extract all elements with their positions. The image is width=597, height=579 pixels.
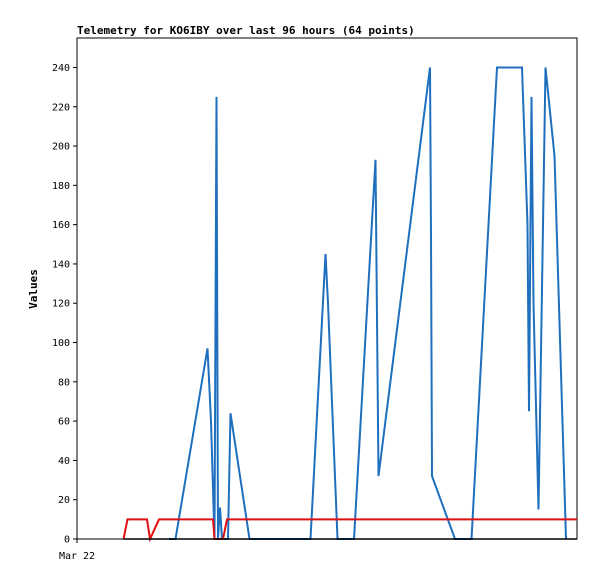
series-layer [122, 66, 577, 543]
y-tick-label: 160 [52, 220, 70, 231]
y-tick-label: 180 [52, 181, 70, 192]
y-tick-label: 20 [58, 495, 70, 506]
y-tick-label: 220 [52, 102, 70, 113]
x-axis-ticks: Mar 22 [59, 539, 95, 562]
x-tick-label: Mar 22 [59, 551, 95, 562]
y-tick-label: 140 [52, 259, 70, 270]
y-tick-label: 100 [52, 338, 70, 349]
y-tick-label: 60 [58, 417, 70, 428]
chart-title: Telemetry for KO6IBY over last 96 hours … [77, 24, 415, 37]
y-tick-label: 240 [52, 63, 70, 74]
series-line-2 [122, 518, 577, 543]
y-tick-label: 40 [58, 456, 70, 467]
y-tick-label: 120 [52, 299, 70, 310]
y-axis-label: Values [27, 269, 40, 309]
y-tick-label: 200 [52, 142, 70, 153]
series-line-1 [169, 66, 567, 540]
y-tick-label: 80 [58, 377, 70, 388]
y-tick-label: 0 [64, 535, 70, 546]
y-axis-ticks: 0 20 40 60 80 100 120 140 160 180 200 220 240 [52, 63, 77, 546]
